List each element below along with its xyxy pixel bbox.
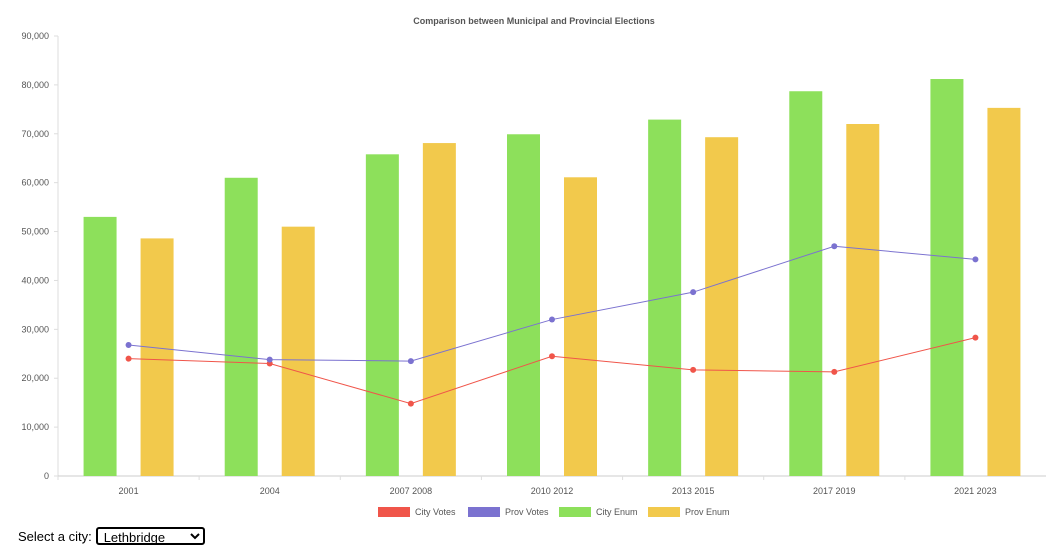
prov-votes-point: [549, 316, 555, 323]
bar-series: [83, 79, 1021, 477]
city-enum-bar: [224, 177, 258, 476]
legend-label-prov-votes: Prov Votes: [505, 507, 549, 517]
prov-votes-point: [266, 356, 273, 363]
y-tick-label: 50,000: [21, 227, 49, 237]
city-enum-bar: [83, 216, 117, 476]
x-tick-label: 2017 2019: [813, 486, 856, 496]
prov-enum-bar: [422, 143, 456, 477]
legend-swatch-city-enum: [559, 507, 591, 517]
y-tick-label: 60,000: [21, 178, 49, 188]
x-tick-label: 2013 2015: [672, 486, 715, 496]
prov-enum-bar: [140, 238, 174, 476]
legend-label-city-votes: City Votes: [415, 507, 456, 517]
city-selector-row: Select a city: Lethbridge: [18, 526, 205, 546]
city-select-label: Select a city:: [18, 528, 92, 544]
city-votes-point: [972, 334, 979, 341]
x-tick-label: 2010 2012: [531, 486, 574, 496]
legend-label-prov-enum: Prov Enum: [685, 507, 730, 517]
legend-swatch-prov-votes: [468, 507, 500, 517]
city-enum-bar: [789, 91, 823, 476]
legend-label-city-enum: City Enum: [596, 507, 638, 517]
prov-votes-point: [407, 358, 414, 365]
axes: 0 10,000 20,000 30,000 40,000 50,000 60,000 70,…: [21, 31, 1046, 496]
prov-enum-bar: [846, 124, 880, 476]
prov-enum-bar: [705, 137, 739, 476]
y-tick-label: 80,000: [21, 80, 49, 90]
y-tick-label: 0: [44, 471, 49, 481]
y-tick-label: 30,000: [21, 324, 49, 334]
city-select[interactable]: Lethbridge: [95, 527, 205, 545]
line-series: [125, 243, 979, 407]
x-tick-label: 2001: [119, 486, 139, 496]
city-votes-point: [549, 353, 555, 360]
x-tick-label: 2004: [260, 486, 280, 496]
city-votes-point: [831, 368, 838, 375]
legend-swatch-city-votes: [378, 507, 410, 517]
x-tick-label: 2021 2023: [954, 486, 997, 496]
x-tick-label: 2007 2008: [390, 486, 433, 496]
y-tick-label: 90,000: [21, 31, 49, 41]
prov-votes-point: [831, 243, 838, 250]
y-tick-label: 20,000: [21, 373, 49, 383]
election-comparison-chart: Comparison between Municipal and Provinc…: [21, 16, 1046, 517]
prov-enum-bar: [564, 177, 597, 477]
prov-enum-bar: [987, 107, 1021, 476]
city-votes-point: [407, 400, 414, 407]
city-enum-bar: [930, 79, 964, 477]
chart-canvas: Comparison between Municipal and Provinc…: [21, 16, 1046, 517]
y-tick-label: 70,000: [21, 129, 49, 139]
prov-enum-bar: [281, 226, 315, 476]
chart-title: Comparison between Municipal and Provinc…: [413, 16, 655, 26]
y-tick-label: 40,000: [21, 275, 49, 285]
prov-votes-point: [690, 289, 697, 296]
legend: City Votes Prov Votes City Enum Prov Enum: [378, 507, 730, 517]
city-enum-bar: [507, 134, 540, 476]
prov-votes-point: [125, 341, 132, 348]
city-enum-bar: [365, 154, 399, 477]
y-tick-label: 10,000: [21, 422, 49, 432]
city-votes-point: [690, 366, 697, 373]
prov-votes-point: [972, 256, 979, 263]
legend-swatch-prov-enum: [648, 507, 680, 517]
city-votes-point: [125, 355, 132, 362]
